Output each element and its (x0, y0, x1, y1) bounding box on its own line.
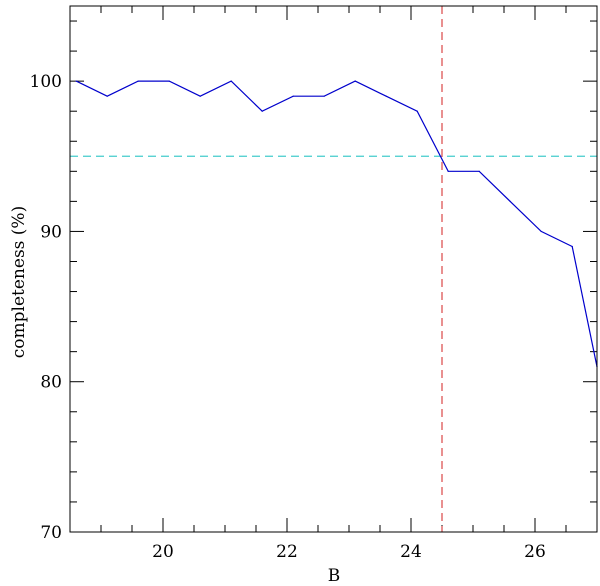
x-tick-label: 26 (524, 542, 546, 562)
data-point (571, 245, 573, 248)
y-tick-label: 70 (40, 523, 62, 543)
y-tick-label: 90 (40, 222, 62, 242)
data-point (230, 80, 232, 82)
y-tick-label: 100 (30, 72, 62, 92)
x-tick-label: 22 (276, 542, 298, 562)
data-point (323, 95, 325, 97)
completeness-series-line (75, 80, 598, 367)
data-point (292, 95, 294, 97)
reference-lines (70, 6, 597, 532)
data-point (261, 110, 263, 112)
axis-ticks (69, 6, 598, 533)
data-point (354, 80, 356, 82)
x-tick-label: 24 (400, 542, 422, 562)
data-point (137, 80, 139, 82)
y-axis-label: completeness (%) (9, 206, 29, 358)
data-point (509, 200, 511, 202)
data-point (478, 170, 480, 172)
data-point (540, 230, 542, 233)
data-point (199, 95, 201, 97)
data-point (106, 95, 108, 97)
data-point (168, 80, 170, 82)
data-point (75, 80, 77, 82)
data-point (416, 110, 418, 112)
data-series (75, 80, 598, 368)
y-tick-label: 80 (40, 373, 62, 393)
data-point (447, 170, 449, 172)
data-point (385, 95, 387, 97)
x-axis-label: B (328, 566, 341, 586)
x-tick-label: 20 (152, 542, 174, 562)
plot-frame (69, 5, 598, 533)
tick-labels: 20 22 24 26 70 80 90 100 (30, 72, 546, 562)
